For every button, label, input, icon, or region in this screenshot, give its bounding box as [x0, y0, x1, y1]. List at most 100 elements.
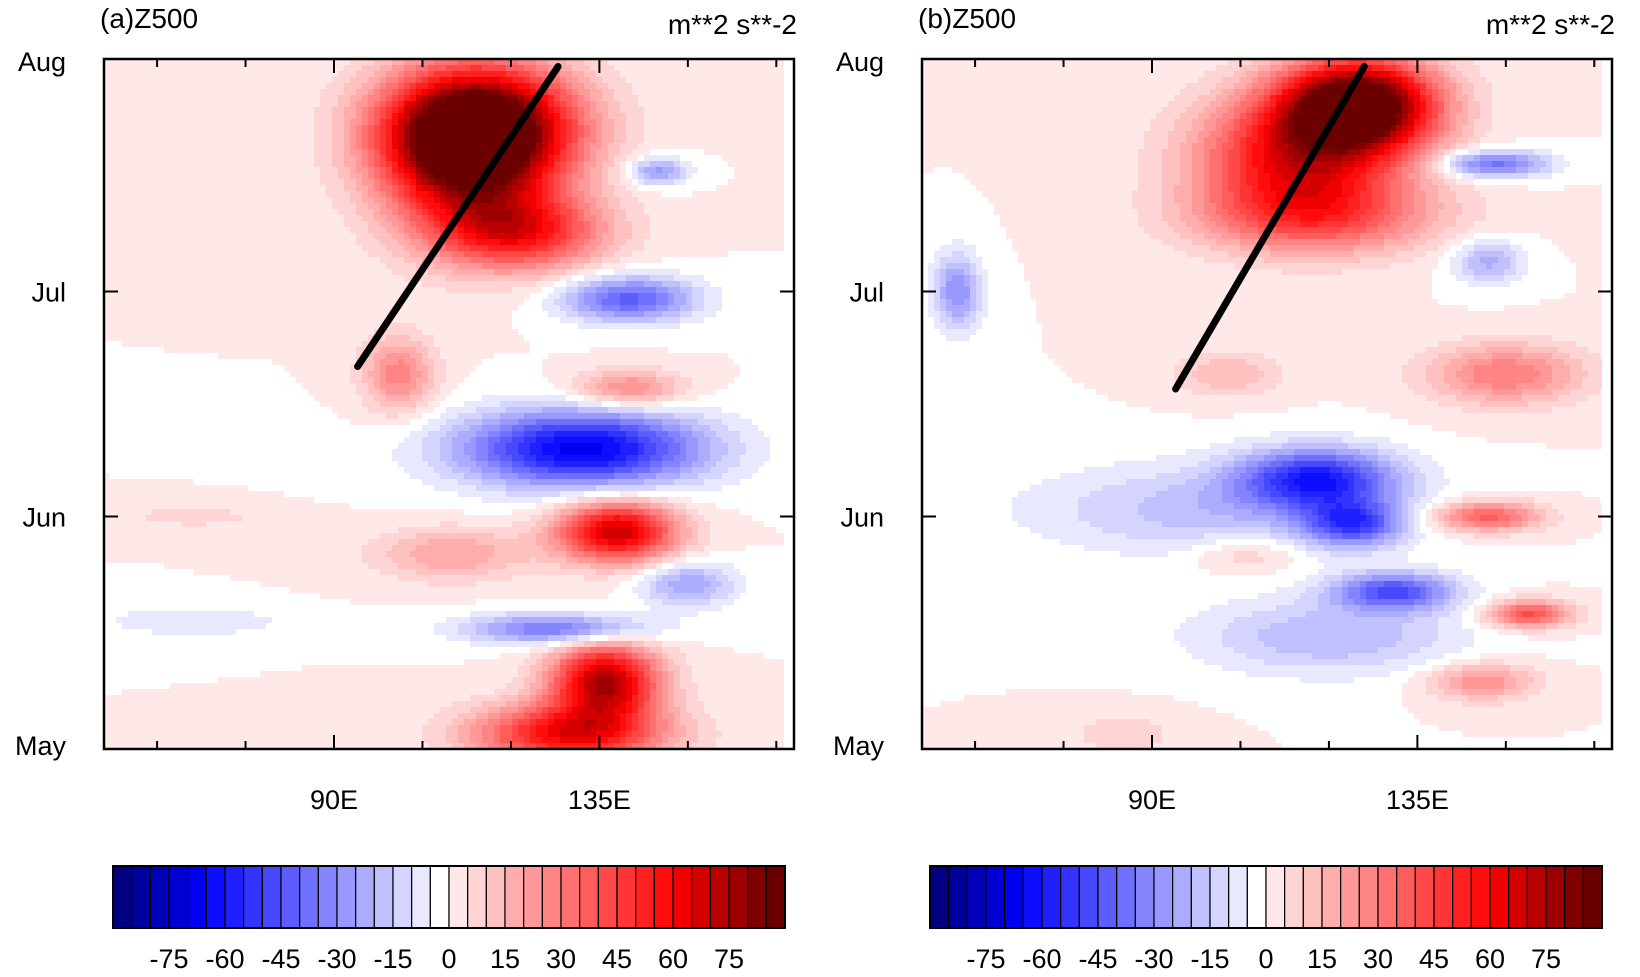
- field-cell: [692, 251, 699, 258]
- field-cell: [266, 191, 273, 198]
- field-cell: [248, 131, 255, 138]
- field-cell: [662, 233, 669, 240]
- field-cell: [236, 251, 243, 258]
- field-cell: [734, 83, 741, 90]
- field-cell: [584, 191, 591, 198]
- field-cell: [542, 197, 549, 204]
- field-cell: [614, 71, 621, 78]
- field-cell: [380, 185, 387, 192]
- field-cell: [698, 209, 705, 216]
- field-cell: [260, 221, 267, 228]
- field-cell: [254, 95, 261, 102]
- field-cell: [374, 65, 381, 72]
- field-cell: [308, 227, 315, 234]
- field-cell: [386, 71, 393, 78]
- field-cell: [110, 287, 117, 294]
- field-cell: [176, 215, 183, 222]
- field-cell: [422, 95, 429, 102]
- field-cell: [356, 137, 363, 144]
- field-cell: [698, 215, 705, 222]
- field-cell: [104, 71, 111, 78]
- field-cell: [296, 275, 303, 282]
- field-cell: [356, 155, 363, 162]
- field-cell: [482, 83, 489, 90]
- field-cell: [656, 293, 663, 300]
- field-cell: [422, 77, 429, 84]
- field-cell: [236, 179, 243, 186]
- field-cell: [548, 119, 555, 126]
- field-cell: [404, 179, 411, 186]
- field-cell: [686, 227, 693, 234]
- field-cell: [782, 119, 784, 126]
- field-cell: [260, 137, 267, 144]
- field-cell: [320, 305, 327, 312]
- field-cell: [722, 143, 729, 150]
- field-cell: [782, 173, 784, 180]
- field-cell: [122, 113, 129, 120]
- field-cell: [572, 89, 579, 96]
- field-cell: [680, 143, 687, 150]
- field-cell: [512, 137, 519, 144]
- field-cell: [374, 185, 381, 192]
- field-cell: [152, 311, 159, 318]
- field-cell: [368, 299, 375, 306]
- field-cell: [128, 173, 135, 180]
- field-cell: [182, 281, 189, 288]
- field-cell: [398, 197, 405, 204]
- field-cell: [734, 293, 741, 300]
- field-cell: [170, 287, 177, 294]
- field-cell: [710, 179, 717, 186]
- field-cell: [236, 287, 243, 294]
- field-cell: [236, 215, 243, 222]
- field-cell: [218, 77, 225, 84]
- field-cell: [338, 245, 345, 252]
- field-cell: [542, 245, 549, 252]
- field-cell: [722, 221, 729, 228]
- field-cell: [362, 173, 369, 180]
- field-cell: [404, 191, 411, 198]
- field-cell: [608, 173, 615, 180]
- field-cell: [230, 221, 237, 228]
- field-cell: [338, 233, 345, 240]
- field-cell: [242, 299, 249, 306]
- field-cell: [404, 65, 411, 72]
- field-cell: [122, 167, 129, 174]
- field-cell: [470, 101, 477, 108]
- field-cell: [752, 221, 759, 228]
- field-cell: [758, 83, 765, 90]
- field-cell: [632, 233, 639, 240]
- field-cell: [146, 113, 153, 120]
- field-cell: [416, 107, 423, 114]
- field-cell: [326, 215, 333, 222]
- field-cell: [140, 209, 147, 216]
- field-cell: [266, 89, 273, 96]
- field-cell: [110, 107, 117, 114]
- field-cell: [146, 179, 153, 186]
- field-cell: [290, 239, 297, 246]
- field-cell: [422, 245, 429, 252]
- field-cell: [284, 215, 291, 222]
- field-cell: [362, 245, 369, 252]
- field-cell: [176, 305, 183, 312]
- field-cell: [284, 269, 291, 276]
- field-cell: [782, 185, 784, 192]
- field-cell: [506, 119, 513, 126]
- field-cell: [164, 167, 171, 174]
- field-cell: [524, 257, 531, 264]
- field-cell: [212, 281, 219, 288]
- field-cell: [464, 251, 471, 258]
- field-cell: [236, 167, 243, 174]
- field-cell: [200, 251, 207, 258]
- field-cell: [482, 71, 489, 78]
- field-cell: [428, 137, 435, 144]
- field-cell: [476, 263, 483, 270]
- field-cell: [620, 209, 627, 216]
- field-cell: [128, 167, 135, 174]
- field-cell: [224, 305, 231, 312]
- field-cell: [344, 137, 351, 144]
- field-cell: [764, 155, 771, 162]
- field-cell: [554, 305, 561, 312]
- field-cell: [632, 131, 639, 138]
- field-cell: [758, 185, 765, 192]
- field-cell: [728, 95, 735, 102]
